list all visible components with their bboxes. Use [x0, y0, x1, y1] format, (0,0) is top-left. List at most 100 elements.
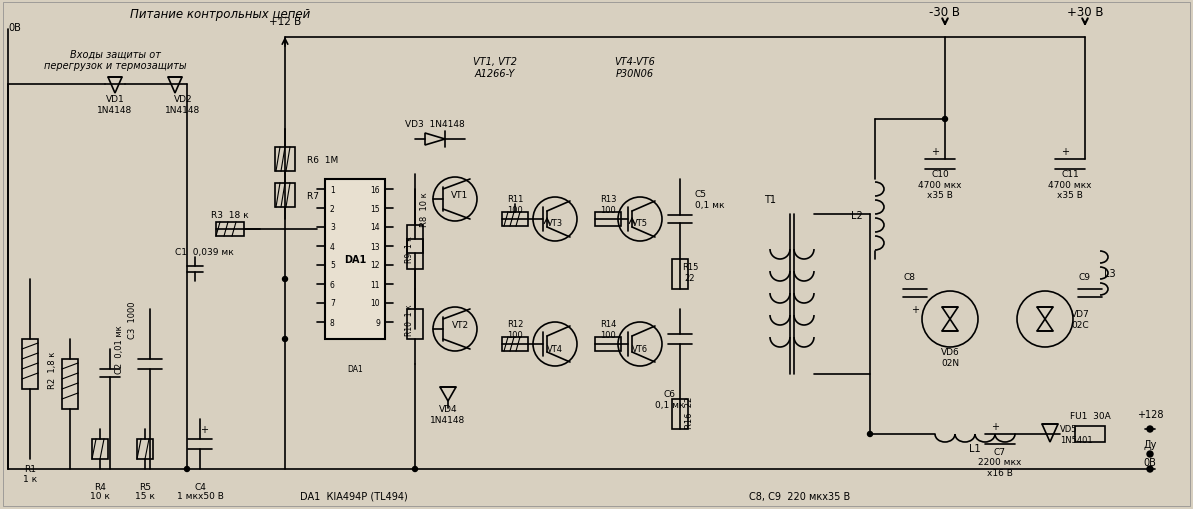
Text: VD4
1N4148: VD4 1N4148	[431, 405, 465, 424]
Circle shape	[1146, 451, 1152, 457]
Bar	[407, 240, 424, 269]
Text: R4: R4	[94, 483, 106, 492]
Text: C6
0,1 мк: C6 0,1 мк	[655, 389, 685, 409]
Text: C7
2200 мкх
х16 В: C7 2200 мкх х16 В	[978, 447, 1021, 477]
Bar	[672, 260, 688, 290]
Text: 15 к: 15 к	[135, 492, 155, 500]
Bar	[21, 340, 38, 389]
Text: 2: 2	[330, 204, 335, 213]
Text: 3: 3	[330, 223, 335, 232]
Bar	[502, 213, 528, 227]
Bar	[1075, 426, 1105, 442]
Text: R7  2,2 к: R7 2,2 к	[307, 191, 347, 200]
Circle shape	[867, 432, 872, 437]
Text: C5
0,1 мк: C5 0,1 мк	[696, 190, 724, 209]
Bar	[276, 184, 295, 208]
Text: VD6
02N: VD6 02N	[940, 348, 959, 367]
Text: Ду: Ду	[1143, 439, 1157, 449]
Bar	[407, 225, 424, 253]
Circle shape	[942, 117, 947, 122]
Text: VT5: VT5	[632, 219, 648, 228]
Text: 11: 11	[371, 280, 381, 289]
Text: T1: T1	[764, 194, 775, 205]
Text: 1 мкх50 В: 1 мкх50 В	[177, 492, 223, 500]
Text: C10
4700 мкх
х35 В: C10 4700 мкх х35 В	[919, 170, 962, 200]
Text: VT2: VT2	[451, 320, 469, 329]
Text: 8: 8	[330, 318, 335, 327]
Text: R8  10 к: R8 10 к	[420, 192, 429, 227]
Text: DA1  КIА494Р (TL494): DA1 КIА494Р (TL494)	[299, 491, 408, 501]
Text: C8, C9  220 мкх35 В: C8, C9 220 мкх35 В	[749, 491, 851, 501]
Text: 5: 5	[330, 261, 335, 270]
Text: VD1
1N4148: VD1 1N4148	[98, 95, 132, 115]
Text: R5: R5	[140, 483, 152, 492]
Text: DA1: DA1	[344, 254, 366, 265]
Text: 10 к: 10 к	[89, 492, 110, 500]
Text: VT4-VT6
P30N06: VT4-VT6 P30N06	[614, 57, 655, 79]
Text: +: +	[1061, 147, 1069, 157]
Text: C11
4700 мкх
х35 В: C11 4700 мкх х35 В	[1049, 170, 1092, 200]
Bar	[324, 180, 385, 340]
Text: 10: 10	[370, 299, 381, 308]
Text: 15: 15	[370, 204, 381, 213]
Bar	[216, 222, 245, 237]
Text: VD3  1N4148: VD3 1N4148	[406, 119, 465, 128]
Circle shape	[413, 467, 418, 471]
Text: +128: +128	[1137, 409, 1163, 419]
Text: R16  22: R16 22	[686, 396, 694, 428]
Text: C4: C4	[194, 483, 206, 492]
Text: R12
100: R12 100	[507, 320, 524, 339]
Text: VT6: VT6	[632, 344, 648, 353]
Text: 0В: 0В	[8, 23, 20, 33]
Text: +12 В: +12 В	[268, 17, 301, 27]
Text: R14
100: R14 100	[600, 320, 617, 339]
Text: 0В: 0В	[1144, 457, 1156, 467]
Text: Входы защиты от
перегрузок и термозащиты: Входы защиты от перегрузок и термозащиты	[44, 49, 186, 71]
Bar	[62, 359, 78, 409]
Text: L1: L1	[969, 443, 981, 453]
Text: +: +	[931, 147, 939, 157]
Text: R6  1M: R6 1M	[307, 155, 339, 164]
Text: C3  1000: C3 1000	[128, 301, 136, 338]
Text: 12: 12	[371, 261, 381, 270]
Text: 1 к: 1 к	[23, 474, 37, 484]
Bar	[595, 213, 622, 227]
Bar	[407, 309, 424, 340]
Text: VD7
02C: VD7 02C	[1070, 309, 1089, 329]
Text: 1: 1	[330, 185, 335, 194]
Text: R11
100: R11 100	[507, 195, 524, 214]
Text: R3  18 к: R3 18 к	[211, 211, 249, 220]
Text: C1  0,039 мк: C1 0,039 мк	[175, 247, 234, 256]
Text: R9  1 к: R9 1 к	[406, 236, 414, 263]
Circle shape	[283, 277, 288, 282]
Bar	[92, 439, 109, 459]
Text: VT4: VT4	[548, 344, 563, 353]
Text: VT3: VT3	[546, 219, 563, 228]
Text: C8: C8	[904, 273, 916, 282]
Text: +: +	[200, 424, 208, 434]
Text: L2: L2	[851, 211, 863, 220]
Text: R1: R1	[24, 465, 36, 473]
Text: C2  0,01 мк: C2 0,01 мк	[115, 325, 124, 374]
Bar	[137, 439, 153, 459]
Text: VT1: VT1	[451, 190, 469, 199]
Circle shape	[283, 337, 288, 342]
Text: +: +	[991, 421, 999, 431]
Bar	[672, 399, 688, 429]
Text: C9: C9	[1078, 273, 1092, 282]
Bar	[595, 337, 622, 351]
Text: FU1  30А: FU1 30А	[1070, 412, 1111, 420]
Bar	[502, 337, 528, 351]
Text: R15
22: R15 22	[682, 263, 698, 282]
Text: 4: 4	[330, 242, 335, 251]
Text: R2  1,8 к: R2 1,8 к	[48, 351, 56, 388]
Text: +30 В: +30 В	[1067, 6, 1104, 18]
Text: -30 В: -30 В	[929, 6, 960, 18]
Text: VT1, VT2
A1266-Y: VT1, VT2 A1266-Y	[472, 57, 517, 79]
Circle shape	[1146, 466, 1152, 472]
Text: 9: 9	[375, 318, 381, 327]
Text: VD2
1N4148: VD2 1N4148	[166, 95, 200, 115]
Text: 13: 13	[370, 242, 381, 251]
Text: VD5
1N5401: VD5 1N5401	[1061, 425, 1093, 444]
Text: DA1: DA1	[347, 365, 363, 374]
